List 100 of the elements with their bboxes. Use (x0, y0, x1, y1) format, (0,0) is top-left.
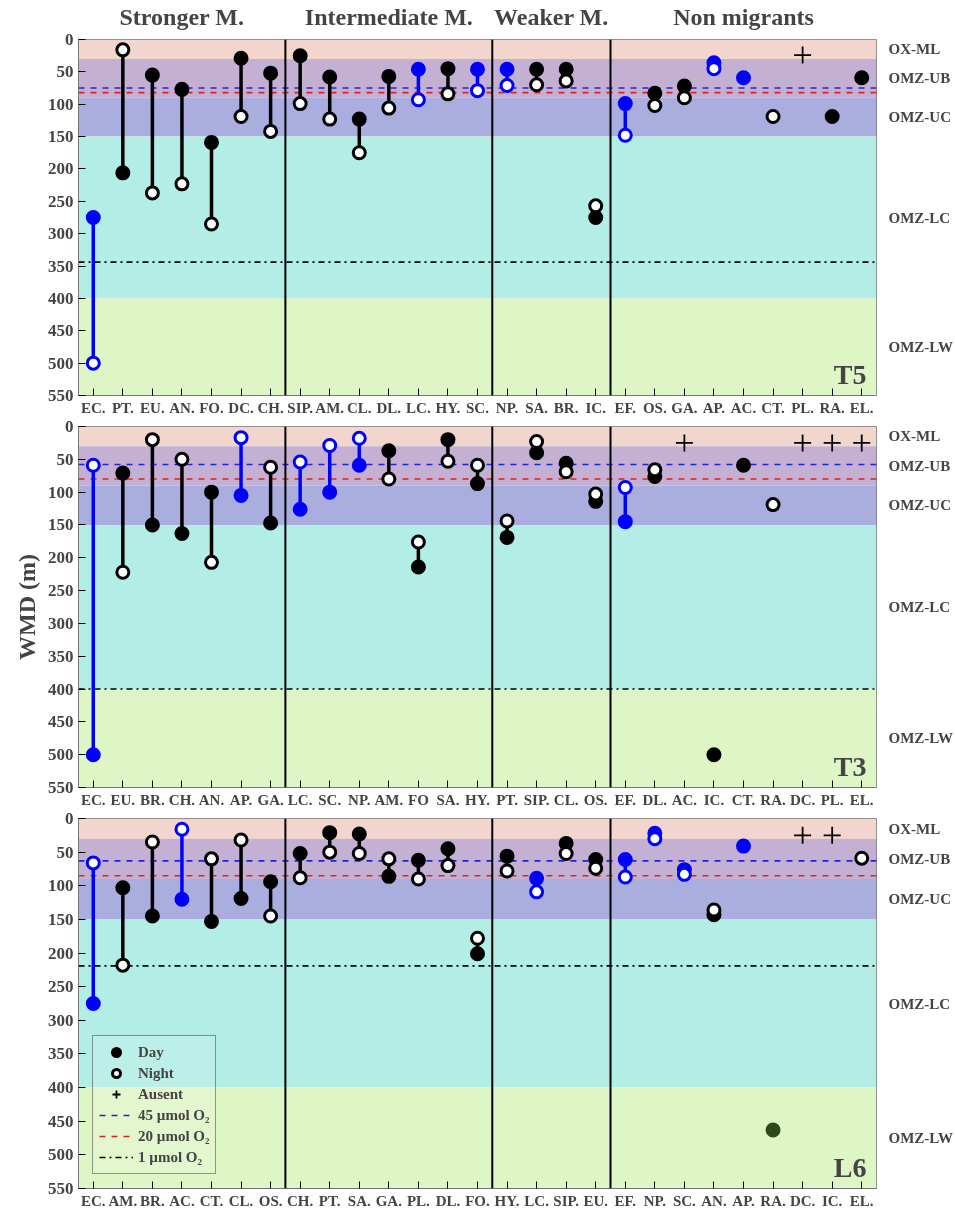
x-tick-label: EC. (80, 399, 106, 416)
x-tick-label: NP. (495, 399, 519, 416)
x-tick-label: DL. (435, 1192, 461, 1209)
x-tick-label: GA. (257, 791, 284, 808)
x-tick-label: SA. (525, 399, 549, 416)
x-tick-label: LC. (406, 399, 431, 416)
y-tick-label: 250 (48, 977, 74, 997)
x-tick-label: OS. (258, 1192, 283, 1209)
x-tick-label: AM. (108, 1192, 138, 1209)
x-tick-label: GA. (375, 1192, 403, 1209)
y-tick-label: 550 (48, 386, 74, 405)
legend-label: Night (138, 1064, 174, 1082)
x-tick-label: DC. (789, 1192, 816, 1209)
x-tick-label: FO (407, 791, 429, 808)
x-tick-label: EC. (80, 1192, 106, 1209)
x-tick-label: CL. (346, 399, 372, 416)
y-tick-label: 300 (48, 1010, 74, 1030)
legend-label: Ausent (138, 1085, 184, 1103)
y-tick-label: 0 (65, 30, 74, 49)
x-tick-label: NP. (348, 791, 371, 808)
y-tick-label: 350 (48, 646, 74, 666)
band-label: OX-ML (888, 820, 941, 837)
x-tick-label: AC. (671, 791, 698, 808)
y-tick-label: 0 (65, 809, 74, 828)
y-tick-label: 0 (65, 417, 74, 436)
x-tick-label: CH. (168, 791, 196, 808)
x-tick-label: PT. (496, 791, 519, 808)
x-tick-label: FO. (199, 399, 225, 416)
x-tick-label: RA. (819, 399, 846, 416)
x-tick-label: HY. (465, 791, 491, 808)
x-tick-label: CL. (228, 1192, 254, 1209)
y-tick-label: 300 (48, 224, 74, 244)
y-tick-label: 450 (48, 321, 74, 341)
x-tick-label: EL. (849, 1192, 874, 1209)
text: L6 (833, 1151, 867, 1183)
text: Intermediate M. (304, 3, 473, 30)
y-tick-label: 200 (48, 548, 74, 568)
x-tick-label: BR. (140, 1192, 165, 1209)
x-tick-label: OS. (642, 399, 667, 416)
text: T3 (833, 750, 867, 782)
x-tick-label: CL. (553, 791, 579, 808)
x-tick-label: AP. (732, 1192, 755, 1209)
x-tick-label: SIP. (553, 1192, 580, 1209)
text: Stronger M. (119, 3, 244, 30)
x-tick-label: OS. (583, 791, 608, 808)
x-tick-label: CT. (199, 1192, 224, 1209)
y-tick-label: 50 (56, 842, 74, 862)
x-tick-label: SA. (347, 1192, 371, 1209)
band-label: OMZ-UB (888, 850, 951, 867)
x-tick-label: RA. (760, 1192, 787, 1209)
x-tick-label: AN. (198, 791, 225, 808)
y-tick-label: 500 (48, 745, 74, 765)
y-tick-label: 350 (48, 1044, 74, 1064)
x-tick-label: SIP. (287, 399, 314, 416)
x-tick-label: IC. (585, 399, 607, 416)
x-tick-label: PL. (791, 399, 815, 416)
x-tick-label: DC. (789, 791, 816, 808)
x-tick-label: BR. (140, 791, 165, 808)
band-label: OMZ-UB (888, 457, 951, 474)
band-label: OMZ-LC (888, 599, 951, 615)
x-tick-label: EU. (110, 791, 136, 808)
x-tick-label: IC. (703, 791, 725, 808)
band-label: OMZ-UC (888, 497, 951, 514)
x-tick-label: IC. (821, 1192, 843, 1209)
x-tick-label: BR. (553, 399, 579, 416)
y-tick-label: 400 (48, 1078, 74, 1098)
y-tick-label: 100 (48, 482, 74, 502)
legend-label: 45 µmol O₂ (138, 1106, 210, 1124)
band-label: OMZ-UC (888, 891, 951, 908)
x-tick-label: SA. (436, 791, 460, 808)
y-tick-label: 500 (48, 1145, 74, 1165)
band-label: OMZ-LC (888, 995, 951, 1012)
y-tick-label: 50 (56, 62, 74, 82)
x-tick-label: CT. (761, 399, 786, 416)
band-label: OMZ-UC (888, 109, 951, 126)
band-label: OMZ-LC (888, 209, 951, 226)
band-label: OX-ML (888, 428, 941, 445)
band-label: OMZ-UB (888, 70, 951, 87)
y-tick-label: 300 (48, 613, 74, 633)
x-tick-label: SC. (318, 791, 342, 808)
y-axis-title: WMD (m) (14, 554, 40, 660)
y-tick-label: 350 (48, 256, 74, 276)
y-tick-label: 450 (48, 1111, 74, 1131)
x-tick-label: LC. (287, 791, 313, 808)
legend-label: Day (138, 1043, 164, 1061)
x-tick-label: AM. (374, 791, 404, 808)
x-tick-label: EL. (849, 791, 874, 808)
x-tick-label: EF. (614, 791, 637, 808)
x-tick-label: CT. (731, 791, 756, 808)
text: T5 (833, 358, 867, 390)
x-tick-label: SC. (672, 1192, 697, 1209)
x-tick-label: PL. (406, 1192, 431, 1209)
x-tick-label: AC. (730, 399, 757, 416)
y-tick-label: 250 (48, 191, 74, 211)
band-label: OX-ML (888, 41, 941, 58)
x-tick-label: AC. (169, 1192, 195, 1209)
x-tick-label: CH. (257, 399, 284, 416)
x-tick-label: AM. (315, 399, 345, 416)
x-tick-label: AP. (229, 791, 253, 808)
y-tick-label: 50 (56, 449, 74, 469)
